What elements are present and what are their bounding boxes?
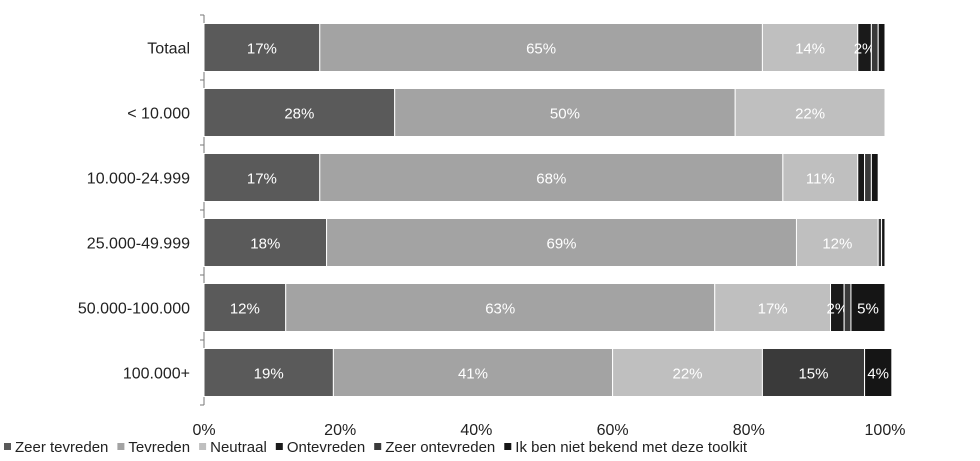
bar-value-label: 2% (826, 301, 848, 318)
bar-value-label: 14% (795, 41, 825, 58)
bar-value-label: 22% (672, 366, 702, 383)
bar-value-label: 22% (795, 106, 825, 123)
x-tick-label: 40% (460, 422, 492, 439)
x-tick-label: 20% (324, 422, 356, 439)
legend-label: Zeer ontevreden (385, 439, 495, 456)
x-tick-label: 80% (733, 422, 765, 439)
bar-segment (714, 283, 832, 332)
x-tick-label: 60% (597, 422, 629, 439)
bar-segment (612, 348, 763, 397)
bar-segment (203, 283, 287, 332)
bar-value-label: 65% (526, 41, 556, 58)
category-label: 50.000-100.000 (78, 301, 190, 318)
bar-segment (734, 88, 886, 137)
bar-value-label: 11% (806, 171, 835, 188)
legend-swatch (117, 443, 125, 450)
category-label: 10.000-24.999 (87, 171, 190, 188)
bar-value-label: 5% (857, 301, 879, 318)
bar-segment (843, 283, 852, 332)
bar-value-label: 12% (230, 301, 260, 318)
bar-value-label: 2% (854, 41, 876, 58)
bar-segment (761, 348, 866, 397)
legend-label: Zeer tevreden (15, 439, 108, 456)
bar-segment (394, 88, 736, 137)
bar-segment (870, 23, 879, 72)
bar-segment (203, 218, 328, 267)
bar-value-label: 68% (536, 171, 566, 188)
bar-segment (857, 153, 866, 202)
bar-segment (877, 23, 886, 72)
bar-segment (326, 218, 797, 267)
legend-swatch (504, 443, 512, 450)
bar-value-label: 17% (247, 41, 277, 58)
legend-label: Tevreden (128, 439, 190, 456)
bar-segment (881, 218, 886, 267)
bar-segment (850, 283, 886, 332)
x-tick-label: 0% (192, 422, 215, 439)
category-label: 100.000+ (123, 366, 190, 383)
category-label: < 10.000 (127, 106, 190, 123)
bar-value-label: 17% (247, 171, 277, 188)
bar-segment (877, 218, 883, 267)
legend-swatch (199, 443, 207, 450)
legend-label: Ontevreden (287, 439, 365, 456)
bar-value-label: 28% (284, 106, 314, 123)
bar-segment (864, 153, 872, 202)
bar-segment (795, 218, 879, 267)
bar-value-label: 19% (254, 366, 284, 383)
bar-value-label: 12% (822, 236, 852, 253)
bar-segment (203, 153, 321, 202)
bar-segment (319, 153, 784, 202)
bar-segment (203, 348, 334, 397)
bar-value-label: 41% (458, 366, 488, 383)
bar-segment (319, 23, 763, 72)
bar-value-label: 69% (547, 236, 577, 253)
bar-value-label: 63% (485, 301, 515, 318)
bar-value-label: 18% (250, 236, 280, 253)
bar-value-label: 17% (758, 301, 788, 318)
x-tick-label: 100% (865, 422, 906, 439)
bar-value-label: 15% (798, 366, 828, 383)
bar-segment (864, 348, 893, 397)
legend-swatch (374, 443, 382, 450)
category-label: Totaal (147, 41, 190, 58)
category-label: 25.000-49.999 (87, 236, 190, 253)
legend-swatch (4, 443, 11, 450)
legend-label: Ik ben niet bekend met deze toolkit (515, 439, 748, 456)
bar-segment (285, 283, 716, 332)
bar-value-label: 50% (550, 106, 580, 123)
bar-segment (203, 23, 321, 72)
bar-value-label: 4% (867, 366, 889, 383)
bar-segment (203, 88, 396, 137)
bar-segment (761, 23, 859, 72)
bar-segment (870, 153, 879, 202)
legend-label: Neutraal (210, 439, 267, 456)
legend-swatch (275, 443, 283, 450)
